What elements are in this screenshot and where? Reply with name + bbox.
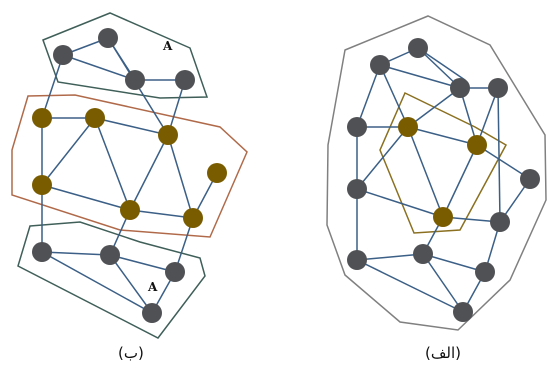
bottom-cluster-label: A (147, 280, 158, 294)
graph-node (347, 117, 367, 137)
left-panel-caption: (ب) (118, 344, 144, 362)
bottom-cluster-polygon (17, 221, 206, 339)
left-nodes (32, 28, 227, 323)
graph-node (165, 262, 185, 282)
graph-node (413, 244, 433, 264)
graph-node (475, 262, 495, 282)
right-panel (326, 15, 547, 331)
graph-node (408, 38, 428, 58)
right-nodes (347, 38, 540, 322)
graph-node (142, 303, 162, 323)
outer-hull-polygon (326, 15, 547, 331)
graph-node-gold (120, 200, 140, 220)
top-cluster-label: A (162, 39, 173, 53)
right-panel-caption: (الف) (425, 344, 461, 362)
top-cluster-polygon (42, 12, 209, 99)
graph-node-gold (207, 163, 227, 183)
graph-node-gold (32, 108, 52, 128)
graph-node (347, 179, 367, 199)
graph-node-gold (158, 125, 178, 145)
graph-node-gold (467, 135, 487, 155)
graph-node-gold (433, 207, 453, 227)
graph-node (520, 169, 540, 189)
graph-node-gold (32, 175, 52, 195)
graph-node (32, 242, 52, 262)
graph-node (453, 302, 473, 322)
graph-node (347, 250, 367, 270)
graph-node (490, 212, 510, 232)
graph-node-gold (183, 208, 203, 228)
graph-node (98, 28, 118, 48)
left-panel: A A (11, 12, 248, 339)
graph-node (175, 70, 195, 90)
graph-node (450, 78, 470, 98)
graph-node (125, 70, 145, 90)
inner-cluster-polygon (379, 91, 508, 234)
graph-node (370, 55, 390, 75)
graph-node-gold (398, 117, 418, 137)
graph-node (53, 45, 73, 65)
graph-node-gold (85, 108, 105, 128)
graph-node (488, 78, 508, 98)
graph-node (100, 245, 120, 265)
middle-cluster-polygon (11, 94, 248, 238)
